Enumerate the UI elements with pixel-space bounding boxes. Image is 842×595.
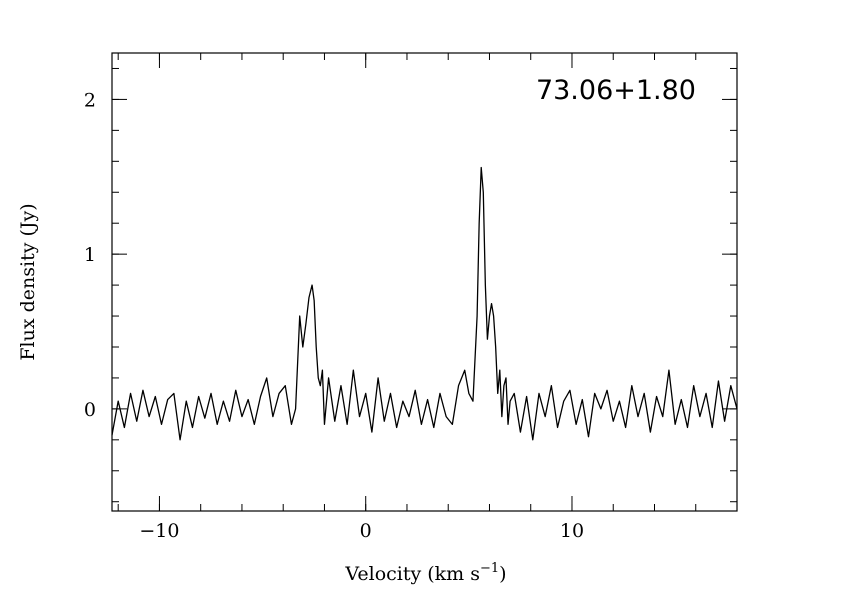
x-axis-label-close: ) [499,563,506,585]
x-tick-label: 10 [560,520,584,542]
axis-ticks [112,53,738,511]
x-axis-label-superscript: −1 [480,561,499,576]
y-tick-label: 0 [84,399,96,421]
plot-frame [111,52,738,512]
tick-labels: −10 0 10 0 1 2 [84,89,584,542]
y-tick-label: 2 [84,89,96,111]
y-tick-label: 1 [84,244,96,266]
x-tick-label: 0 [360,520,372,542]
chart-title: 73.06+1.80 [536,75,696,106]
x-axis-label-main: Velocity (km s [344,563,480,585]
x-axis-label: Velocity (km s−1) [344,561,506,585]
y-axis-label: Flux density (Jy) [17,203,39,360]
spectrum-line [111,166,738,441]
x-tick-label: −10 [139,520,179,542]
